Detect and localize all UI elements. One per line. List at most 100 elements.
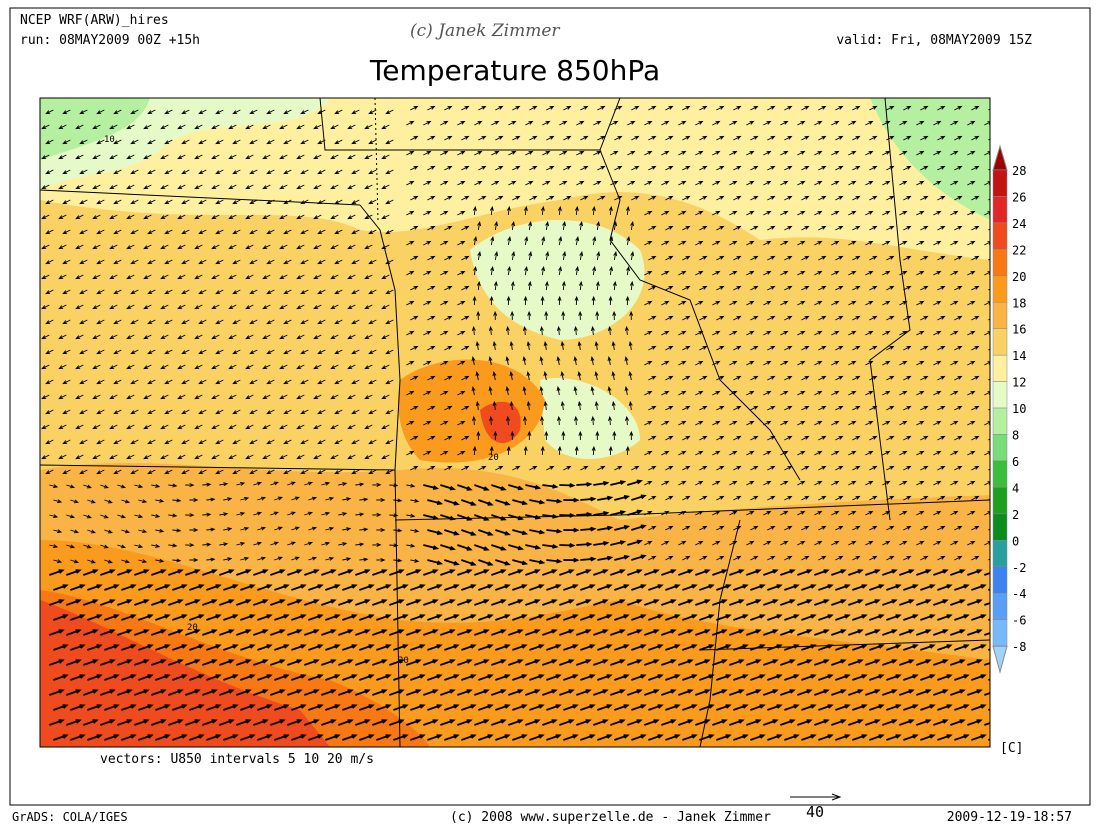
wind-arrow	[801, 255, 810, 261]
wind-arrow	[53, 674, 69, 681]
wind-arrow	[249, 109, 258, 115]
wind-arrow	[126, 394, 135, 400]
wind-arrow	[317, 319, 326, 325]
wind-arrow	[138, 674, 154, 681]
wind-arrow	[427, 674, 443, 681]
wind-arrow	[338, 542, 348, 547]
wind-arrow	[665, 644, 681, 651]
wind-arrow	[495, 499, 511, 506]
wind-arrow	[539, 325, 544, 336]
wind-arrow	[644, 659, 660, 666]
wind-arrow	[325, 584, 341, 591]
wind-arrow	[763, 689, 779, 696]
wind-arrow	[750, 135, 759, 141]
wind-arrow	[784, 285, 793, 291]
wind-arrow	[937, 495, 946, 501]
wind-arrow	[933, 420, 942, 426]
wind-arrow	[508, 180, 517, 186]
wind-arrow	[613, 220, 618, 231]
wind-arrow	[780, 300, 789, 306]
wind-arrow	[440, 514, 456, 521]
wind-arrow	[631, 614, 647, 621]
wind-arrow	[950, 599, 966, 606]
wind-arrow	[474, 629, 490, 636]
wind-arrow	[355, 542, 365, 547]
grads-label: GrADS: COLA/IGES	[12, 810, 128, 824]
wind-arrow	[381, 274, 390, 280]
wind-arrow	[206, 527, 216, 532]
wind-arrow	[79, 469, 88, 475]
wind-arrow	[423, 450, 432, 456]
wind-arrow	[87, 704, 103, 711]
wind-arrow	[561, 430, 566, 441]
wind-arrow	[96, 289, 105, 295]
wind-arrow	[818, 285, 827, 291]
wind-arrow	[109, 214, 118, 220]
wind-arrow	[916, 540, 925, 546]
wind-arrow	[763, 599, 779, 606]
wind-arrow	[576, 599, 592, 606]
wind-arrow	[886, 644, 902, 651]
wind-arrow	[461, 674, 477, 681]
wind-arrow	[104, 674, 120, 681]
wind-arrow	[899, 150, 908, 156]
wind-arrow	[355, 512, 365, 517]
wind-arrow	[848, 450, 857, 456]
wind-arrow	[886, 495, 895, 501]
wind-arrow	[814, 120, 823, 126]
wind-arrow	[542, 514, 559, 519]
wind-arrow	[529, 165, 538, 171]
wind-arrow	[695, 480, 704, 486]
wind-arrow	[334, 349, 343, 355]
wind-arrow	[937, 375, 946, 381]
colorbar-segment	[992, 540, 1008, 567]
wind-arrow	[865, 300, 874, 306]
wind-arrow	[461, 499, 477, 506]
wind-arrow	[206, 734, 222, 741]
wind-arrow	[661, 719, 677, 726]
wind-arrow	[784, 734, 800, 741]
wind-arrow	[444, 529, 460, 536]
wind-arrow	[580, 526, 597, 532]
wind-arrow	[869, 644, 885, 651]
wind-arrow	[546, 614, 562, 621]
wind-arrow	[270, 511, 279, 516]
wind-arrow	[457, 450, 466, 456]
wind-arrow	[967, 390, 976, 396]
wind-arrow	[461, 644, 477, 651]
wind-arrow	[385, 199, 394, 205]
wind-arrow	[410, 465, 419, 471]
wind-arrow	[508, 689, 524, 696]
wind-arrow	[330, 274, 339, 280]
wind-arrow	[750, 584, 766, 591]
wind-arrow	[104, 734, 120, 741]
wind-arrow	[971, 225, 980, 231]
wind-arrow	[364, 154, 373, 160]
wind-arrow	[933, 180, 942, 186]
wind-arrow	[682, 105, 691, 111]
wind-arrow	[41, 304, 50, 310]
wind-arrow	[546, 584, 562, 591]
wind-arrow	[835, 734, 851, 741]
wind-arrow	[648, 165, 657, 171]
wind-arrow	[215, 199, 224, 205]
wind-arrow	[164, 319, 173, 325]
wind-arrow	[304, 511, 314, 516]
wind-arrow	[631, 165, 640, 171]
wind-arrow	[780, 210, 789, 216]
wind-arrow	[661, 390, 670, 396]
wind-arrow	[882, 450, 891, 456]
wind-arrow	[461, 165, 470, 171]
wind-arrow	[542, 629, 558, 636]
wind-arrow	[682, 165, 691, 171]
wind-arrow	[406, 210, 415, 216]
wind-arrow	[933, 510, 942, 516]
wind-arrow	[801, 495, 810, 501]
wind-arrow	[559, 629, 575, 636]
wind-arrow	[474, 689, 490, 696]
wind-arrow	[695, 629, 711, 636]
colorbar-segment	[992, 275, 1008, 303]
wind-arrow	[172, 734, 188, 741]
wind-arrow	[529, 499, 546, 505]
wind-arrow	[461, 225, 470, 231]
